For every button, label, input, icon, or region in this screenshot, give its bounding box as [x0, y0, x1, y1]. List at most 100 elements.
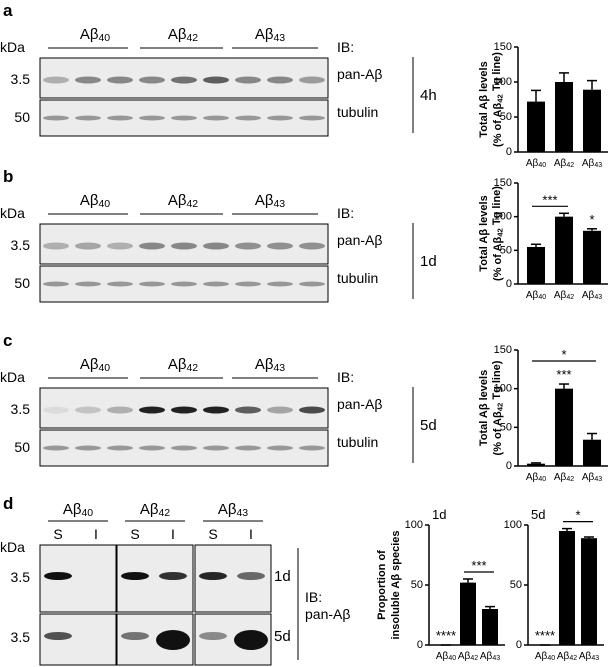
band	[299, 445, 325, 451]
band	[171, 281, 197, 287]
x-tick-label: Aβ40	[535, 651, 555, 662]
y-tick-label: 0	[506, 146, 512, 158]
band	[139, 406, 165, 414]
band	[139, 281, 165, 287]
time-label: 1d	[274, 568, 291, 585]
band	[203, 76, 229, 84]
band	[203, 115, 229, 121]
kda-label: kDa	[0, 205, 25, 221]
significance-label: *	[589, 212, 594, 227]
band	[75, 76, 101, 84]
blot-label: tubulin	[337, 104, 378, 120]
band	[234, 630, 268, 650]
blot-label: pan-Aβ	[337, 66, 382, 82]
blot-label: pan-Aβ	[337, 232, 382, 248]
band	[171, 406, 197, 414]
y-axis-label: (% of Aβ42 Tg line)	[491, 360, 504, 455]
y-tick-label: 150	[494, 177, 512, 189]
time-label: 5d	[420, 417, 437, 434]
ib-label: IB:	[305, 589, 322, 605]
group-label: Aβ43	[255, 192, 285, 210]
band	[43, 281, 69, 287]
time-label: 1d	[420, 253, 437, 270]
band	[299, 242, 325, 250]
y-axis-label: Total Aβ levels	[478, 370, 490, 446]
bar	[555, 82, 573, 152]
band	[299, 115, 325, 121]
band	[171, 445, 197, 451]
panel-letter: d	[3, 494, 13, 513]
ib-label: pan-Aβ	[305, 606, 350, 622]
chart-subtitle: 5d	[531, 507, 545, 522]
significance-label: ****	[535, 628, 555, 643]
band	[299, 406, 325, 414]
band	[237, 572, 265, 580]
x-tick-label: Aβ42	[458, 651, 478, 662]
panel-letter: b	[3, 167, 13, 186]
group-label: Aβ42	[140, 501, 170, 519]
group-label: Aβ42	[168, 356, 198, 374]
band	[235, 76, 261, 84]
y-axis-label: (% of Aβ42 Tg line)	[491, 186, 504, 281]
y-tick-label: 100	[494, 211, 512, 223]
group-label: Aβ43	[218, 501, 248, 519]
band	[107, 445, 133, 451]
lane-label: S	[130, 526, 139, 542]
group-label: Aβ42	[168, 192, 198, 210]
band	[75, 242, 101, 250]
blot-label: tubulin	[337, 434, 378, 450]
band	[44, 572, 72, 580]
band	[139, 76, 165, 84]
band	[171, 115, 197, 121]
bar	[583, 230, 601, 284]
band	[139, 115, 165, 121]
x-tick-label: Aβ43	[579, 651, 599, 662]
band	[107, 406, 133, 414]
group-label: Aβ40	[80, 192, 110, 210]
y-tick-label: 50	[500, 244, 512, 256]
significance-label: *	[561, 347, 566, 362]
group-label: Aβ43	[255, 356, 285, 374]
time-label: 5d	[274, 628, 291, 645]
band	[75, 445, 101, 451]
band	[235, 281, 261, 287]
ib-label: IB:	[337, 39, 354, 55]
x-tick-label: Aβ42	[554, 472, 574, 483]
ib-label: IB:	[337, 205, 354, 221]
marker-label: 50	[14, 109, 30, 125]
band	[75, 281, 101, 287]
y-tick-label: 100	[494, 76, 512, 88]
band	[107, 242, 133, 250]
panel-letter: c	[3, 331, 12, 350]
y-tick-label: 0	[506, 460, 512, 472]
x-tick-label: Aβ42	[557, 651, 577, 662]
bar	[559, 531, 575, 645]
lane-label: I	[94, 526, 98, 542]
y-axis-label: Total Aβ levels	[478, 195, 490, 271]
band	[75, 406, 101, 414]
band	[267, 76, 293, 84]
band	[107, 281, 133, 287]
x-tick-label: Aβ43	[582, 158, 602, 169]
panel-letter: a	[3, 1, 13, 20]
marker-label: 50	[14, 439, 30, 455]
band	[267, 281, 293, 287]
band	[107, 115, 133, 121]
blot	[39, 99, 329, 137]
y-tick-label: 0	[516, 639, 522, 651]
y-tick-label: 50	[500, 111, 512, 123]
group-label: Aβ43	[255, 26, 285, 44]
group-label: Aβ40	[80, 26, 110, 44]
kda-label: kDa	[0, 369, 25, 385]
x-tick-label: Aβ43	[480, 651, 500, 662]
kda-label: kDa	[0, 39, 25, 55]
x-tick-label: Aβ43	[582, 290, 602, 301]
blot-label: tubulin	[337, 270, 378, 286]
y-tick-label: 50	[500, 421, 512, 433]
band	[121, 572, 149, 580]
band	[203, 406, 229, 414]
x-tick-label: Aβ43	[582, 472, 602, 483]
blot	[39, 544, 117, 613]
band	[107, 76, 133, 84]
